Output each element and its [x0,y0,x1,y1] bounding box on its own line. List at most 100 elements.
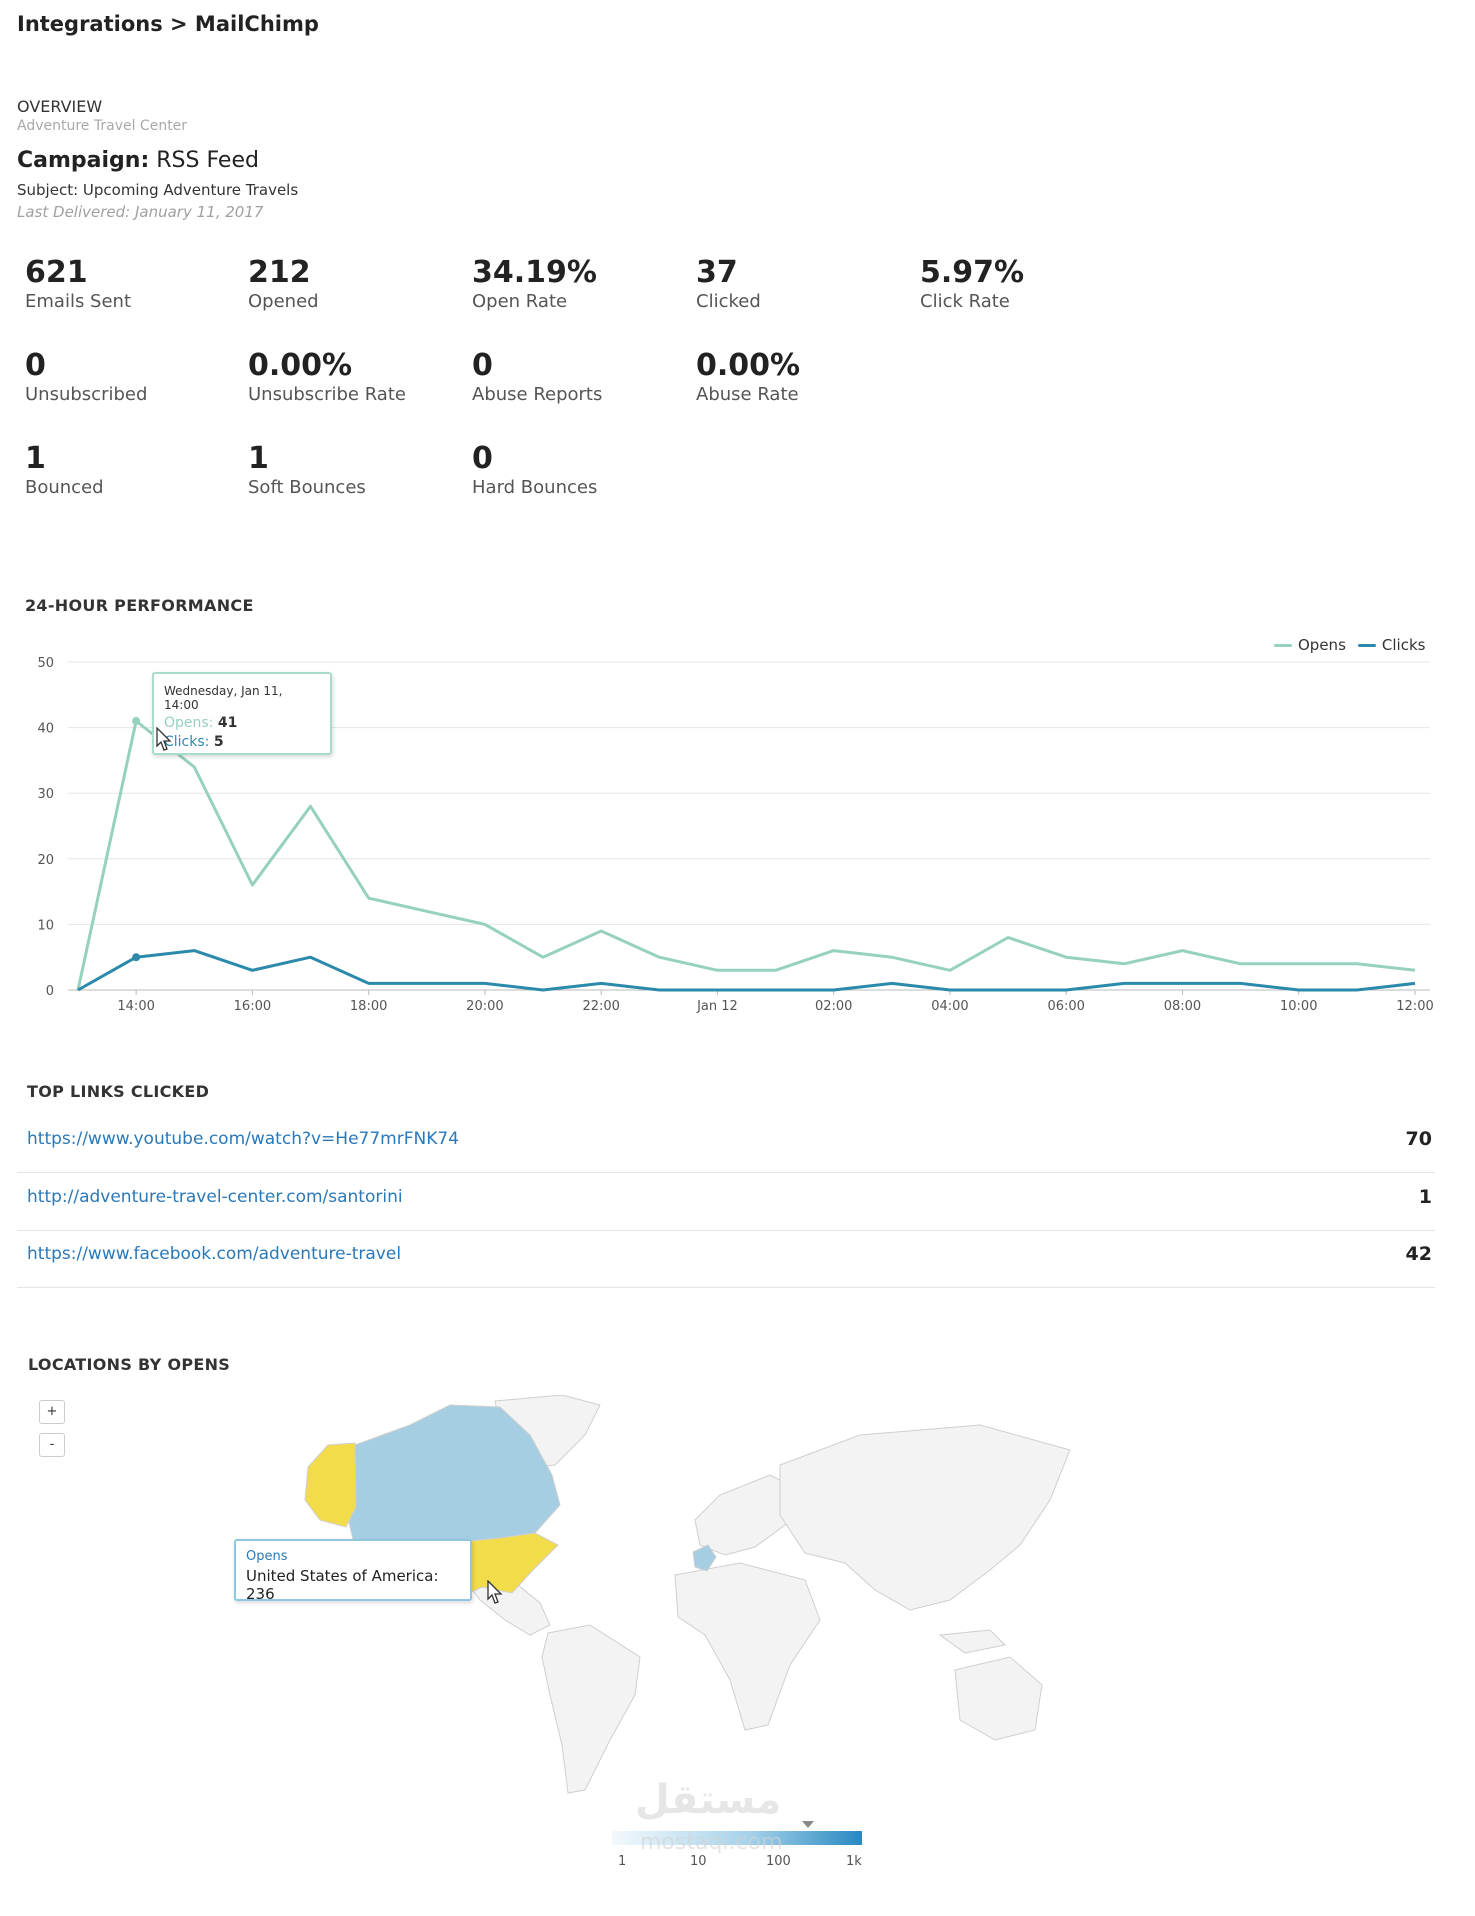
colorbar-tick: 1k [846,1854,862,1869]
country-mexico [463,1579,551,1636]
region-southeast-asia-islands [938,1629,1007,1654]
campaign-subject: Subject: Upcoming Adventure Travels [17,181,299,199]
map-tooltip-series: Opens [246,1549,288,1564]
colorbar-tick: 1 [618,1854,627,1869]
stat-label: Unsubscribe Rate [248,384,406,405]
watermark-url: mostaqi.com [640,1830,783,1855]
stat-value: 1 [25,441,46,476]
watermark-logo: مستقل [635,1777,782,1823]
x-tick-label: 08:00 [1164,999,1201,1014]
breadcrumb[interactable]: Integrations > MailChimp [17,12,319,36]
stat-abuse-rate: 0.00% Abuse Rate [696,349,916,407]
mouse-cursor-icon [156,727,172,751]
tooltip-date: Wednesday, Jan 11, 14:00 [164,684,283,712]
country-france [692,1544,717,1572]
x-tick-label: 18:00 [350,999,387,1014]
series-line-clicks [77,949,1416,992]
x-tick-label: 10:00 [1280,999,1317,1014]
map-tooltip-text: United States of America: 236 [246,1567,439,1603]
top-links-title: TOP LINKS CLICKED [27,1082,210,1101]
link-click-count: 42 [1405,1243,1432,1265]
x-tick-label: Jan 12 [696,999,738,1014]
stat-abuse-reports: 0 Abuse Reports [472,349,692,407]
link-url[interactable]: https://www.facebook.com/adventure-trave… [27,1244,402,1264]
stat-label: Unsubscribed [25,384,148,405]
stat-label: Abuse Reports [472,384,603,405]
stat-label: Abuse Rate [696,384,799,405]
stat-value: 0.00% [248,348,353,383]
tooltip-opens-label: Opens: [164,715,214,731]
stat-label: Hard Bounces [472,477,598,498]
continent-africa [674,1562,821,1731]
chart-legend: Opens Clicks [1262,636,1425,654]
colorbar-tick: 100 [766,1854,791,1869]
last-delivered: Last Delivered: January 11, 2017 [17,203,264,221]
stat-value: 0 [472,441,493,476]
x-tick-label: 14:00 [117,999,154,1014]
legend-item-clicks[interactable]: Clicks [1357,636,1426,654]
data-point-opens [132,717,141,726]
link-row: https://www.youtube.com/watch?v=He77mrFN… [17,1115,1435,1173]
map-tooltip: Opens United States of America: 236 [234,1539,472,1603]
link-row: https://www.facebook.com/adventure-trave… [17,1230,1435,1288]
x-tick-label: 04:00 [931,999,968,1014]
state-alaska [304,1442,357,1528]
chart-tooltip: Wednesday, Jan 11, 14:00 Opens: 41 Click… [152,672,332,755]
stat-label: Bounced [25,477,104,498]
stat-unsubscribed: 0 Unsubscribed [25,349,245,407]
stat-value: 0 [472,348,493,383]
stat-value: 0 [25,348,46,383]
stat-click-rate: 5.97% Click Rate [920,256,1140,314]
tooltip-clicks-row: Clicks: 5 [164,734,320,750]
x-tick-label: 06:00 [1047,999,1084,1014]
stat-soft-bounces: 1 Soft Bounces [248,442,468,500]
data-point-clicks [132,953,141,962]
legend-label-clicks: Clicks [1381,636,1426,654]
stat-hard-bounces: 0 Hard Bounces [472,442,692,500]
stat-bounced: 1 Bounced [25,442,245,500]
y-tick-label: 10 [37,918,54,933]
tooltip-clicks-label: Clicks: [164,734,210,750]
stat-open-rate: 34.19% Open Rate [472,256,692,314]
legend-swatch-opens [1274,643,1292,647]
stat-value: 621 [25,255,88,290]
legend-item-opens[interactable]: Opens [1274,636,1346,654]
stat-unsubscribe-rate: 0.00% Unsubscribe Rate [248,349,468,407]
stat-label: Opened [248,291,319,312]
link-click-count: 1 [1418,1186,1432,1208]
tooltip-opens-value: 41 [217,715,238,731]
x-tick-label: 16:00 [234,999,271,1014]
account-name: Adventure Travel Center [17,118,188,134]
tooltip-clicks-value: 5 [213,734,224,750]
stat-value: 0.00% [696,348,801,383]
stat-emails-sent: 621 Emails Sent [25,256,245,314]
x-tick-label: 22:00 [582,999,619,1014]
y-tick-label: 0 [46,984,54,999]
map-colorbar [612,1831,862,1845]
stat-clicked: 37 Clicked [696,256,916,314]
performance-title: 24-HOUR PERFORMANCE [25,596,254,615]
colorbar-tick: 10 [690,1854,707,1869]
campaign-title: Campaign: RSS Feed [17,148,259,173]
country-australia [954,1656,1043,1741]
link-url[interactable]: https://www.youtube.com/watch?v=He77mrFN… [27,1129,459,1149]
zoom-in-button[interactable]: + [39,1400,65,1424]
stat-value: 37 [696,255,738,290]
y-tick-label: 20 [37,853,54,868]
y-tick-label: 40 [37,722,54,737]
legend-swatch-clicks [1357,643,1376,647]
stat-value: 5.97% [920,255,1025,290]
zoom-out-button[interactable]: - [39,1433,65,1457]
x-tick-label: 12:00 [1396,999,1433,1014]
mouse-cursor-icon [487,1580,503,1604]
x-tick-label: 02:00 [815,999,852,1014]
overview-heading: OVERVIEW [17,97,103,116]
campaign-name: RSS Feed [156,148,259,173]
locations-title: LOCATIONS BY OPENS [28,1355,231,1374]
x-tick-label: 20:00 [466,999,503,1014]
legend-label-opens: Opens [1298,636,1346,654]
world-map[interactable] [300,1395,1160,1805]
link-url[interactable]: http://adventure-travel-center.com/santo… [27,1187,403,1207]
continent-asia [779,1424,1071,1611]
